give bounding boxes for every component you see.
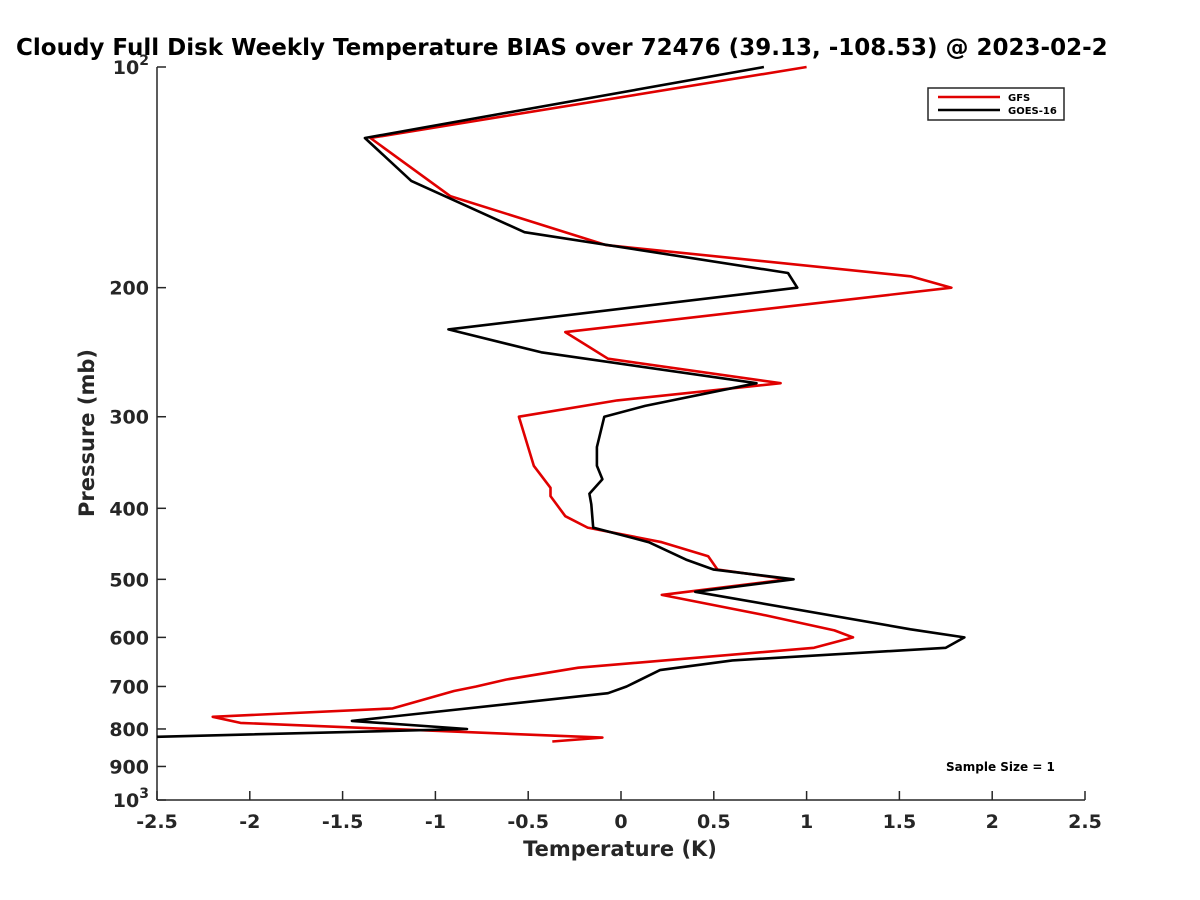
chart-title: Cloudy Full Disk Weekly Temperature BIAS… [16, 35, 1108, 61]
y-tick-label: 103 [113, 786, 149, 812]
x-tick-label: -2.5 [136, 811, 178, 833]
y-tick-label: 400 [109, 498, 149, 520]
x-tick-label: 1.5 [883, 811, 917, 833]
axes [156, 67, 1085, 801]
plot-lines [156, 65, 966, 743]
x-tick-label: 1 [800, 811, 813, 833]
x-tick-label: 0 [614, 811, 627, 833]
legend-label-goes16: GOES-16 [1008, 106, 1057, 117]
y-axis-ticks: 102 200 300 400 500 600 700 800 900 103 [109, 53, 166, 812]
y-tick-label: 200 [109, 278, 149, 300]
y-tick-label: 700 [109, 676, 149, 698]
x-tick-label: -1 [425, 811, 446, 833]
legend-box [927, 87, 1065, 121]
x-tick-label: -0.5 [507, 811, 549, 833]
sample-size-annotation: Sample Size = 1 [946, 760, 1055, 774]
y-tick-label: 800 [109, 719, 149, 741]
y-tick-label: 500 [109, 569, 149, 591]
series-line-gfs [211, 65, 953, 743]
x-tick-label: 2 [986, 811, 999, 833]
x-tick-label: -1.5 [322, 811, 364, 833]
y-tick-label: 600 [109, 627, 149, 649]
y-tick-label: 102 [113, 53, 149, 79]
x-axis-ticks: -2.5 -2 -1.5 -1 -0.5 0 0.5 1 1.5 2 2.5 [136, 791, 1102, 833]
series-line-goes16 [156, 65, 966, 739]
y-tick-label: 300 [109, 407, 149, 429]
x-tick-label: 2.5 [1068, 811, 1102, 833]
legend-label-gfs: GFS [1008, 93, 1030, 104]
legend: GFS GOES-16 [927, 87, 1065, 121]
y-axis-label: Pressure (mb) [75, 349, 99, 517]
x-tick-label: -2 [239, 811, 260, 833]
x-tick-label: 0.5 [697, 811, 731, 833]
y-tick-label: 900 [109, 756, 149, 778]
x-axis-label: Temperature (K) [523, 837, 717, 861]
